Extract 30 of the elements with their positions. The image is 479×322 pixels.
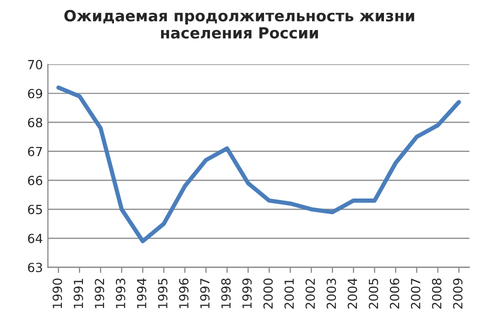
y-tick-label: 67 bbox=[28, 146, 42, 156]
x-tick-label: 1994 bbox=[136, 278, 146, 308]
x-tick-label: 2005 bbox=[368, 278, 378, 309]
x-tick-label: 2009 bbox=[453, 278, 463, 309]
x-tick-label: 2006 bbox=[390, 278, 400, 309]
x-tick-label: 2004 bbox=[348, 278, 358, 309]
x-tick-label: 1998 bbox=[221, 278, 231, 308]
x-tick-label: 1995 bbox=[158, 278, 168, 308]
chart-title: Ожидаемая продолжительность жизни населения России bbox=[64, 10, 414, 39]
x-tick-label: 1991 bbox=[74, 278, 84, 308]
x-tick-label: 1996 bbox=[179, 278, 189, 308]
y-tick-label: 69 bbox=[28, 88, 42, 98]
x-tick-label: 1990 bbox=[52, 278, 62, 308]
x-tick-label: 2002 bbox=[306, 278, 315, 309]
y-tick-label: 63 bbox=[28, 262, 42, 272]
x-tick-label: 2000 bbox=[263, 278, 273, 309]
x-tick-label: 1993 bbox=[116, 278, 126, 308]
x-tick-label: 2003 bbox=[326, 278, 336, 309]
x-tick-label: 1992 bbox=[94, 278, 104, 308]
x-tick-label: 1997 bbox=[200, 278, 210, 308]
x-tick-label: 2008 bbox=[432, 278, 442, 309]
line-series bbox=[56, 86, 461, 244]
y-tick-label: 66 bbox=[28, 176, 42, 186]
y-tick-label: 64 bbox=[28, 234, 42, 244]
x-tick-label: 2007 bbox=[410, 278, 420, 309]
y-tick-label: 68 bbox=[28, 118, 42, 128]
x-tick-label: 2001 bbox=[284, 278, 294, 309]
y-tick-label: 65 bbox=[28, 204, 42, 214]
x-tick-label: 1999 bbox=[242, 278, 252, 308]
y-tick-label: 70 bbox=[28, 60, 42, 70]
